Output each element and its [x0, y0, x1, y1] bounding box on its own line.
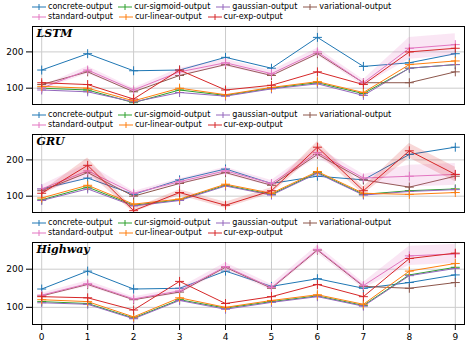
html-text:variational-output: variational-output [319, 110, 392, 119]
svg-text:8: 8 [406, 332, 412, 342]
svg-text:9: 9 [452, 332, 458, 342]
html-text:standard-output: standard-output [48, 228, 113, 237]
svg-text:4: 4 [223, 332, 229, 342]
svg-text:2: 2 [131, 332, 137, 342]
html-text:cur-linear-output: cur-linear-output [134, 120, 202, 129]
svg-text:100: 100 [6, 83, 23, 93]
svg-text:100: 100 [6, 302, 23, 312]
html-text:concrete-output: concrete-output [48, 110, 113, 119]
svg-text:1: 1 [85, 332, 91, 342]
html-text:cur-exp-output: cur-exp-output [223, 120, 283, 129]
html-text:concrete-output: concrete-output [48, 218, 113, 227]
html-text:gaussian-output: gaussian-output [232, 2, 298, 11]
html-text:cur-sigmoid-output: cur-sigmoid-output [134, 110, 211, 119]
html-text:cur-sigmoid-output: cur-sigmoid-output [134, 2, 211, 11]
svg-text:200: 200 [6, 155, 23, 165]
svg-text:GRU: GRU [37, 135, 67, 148]
html-text:standard-output: standard-output [48, 120, 113, 129]
html-text:gaussian-output: gaussian-output [232, 110, 298, 119]
html-text:cur-exp-output: cur-exp-output [223, 12, 283, 21]
svg-text:LSTM: LSTM [36, 27, 74, 40]
svg-text:5: 5 [269, 332, 275, 342]
svg-text:200: 200 [6, 47, 23, 57]
svg-text:100: 100 [6, 191, 23, 201]
svg-text:Highway: Highway [36, 243, 92, 256]
html-text:standard-output: standard-output [48, 12, 113, 21]
html-text:cur-linear-output: cur-linear-output [134, 228, 202, 237]
html-text:gaussian-output: gaussian-output [232, 218, 298, 227]
html-text:variational-output: variational-output [319, 218, 392, 227]
svg-text:3: 3 [177, 332, 183, 342]
svg-text:6: 6 [315, 332, 321, 342]
svg-text:0: 0 [39, 332, 45, 342]
svg-text:200: 200 [6, 264, 23, 274]
html-text:cur-linear-output: cur-linear-output [134, 12, 202, 21]
svg-text:7: 7 [361, 332, 367, 342]
html-text:cur-exp-output: cur-exp-output [223, 228, 283, 237]
html-text:cur-sigmoid-output: cur-sigmoid-output [134, 218, 211, 227]
html-text:concrete-output: concrete-output [48, 2, 113, 11]
html-text:variational-output: variational-output [319, 2, 392, 11]
